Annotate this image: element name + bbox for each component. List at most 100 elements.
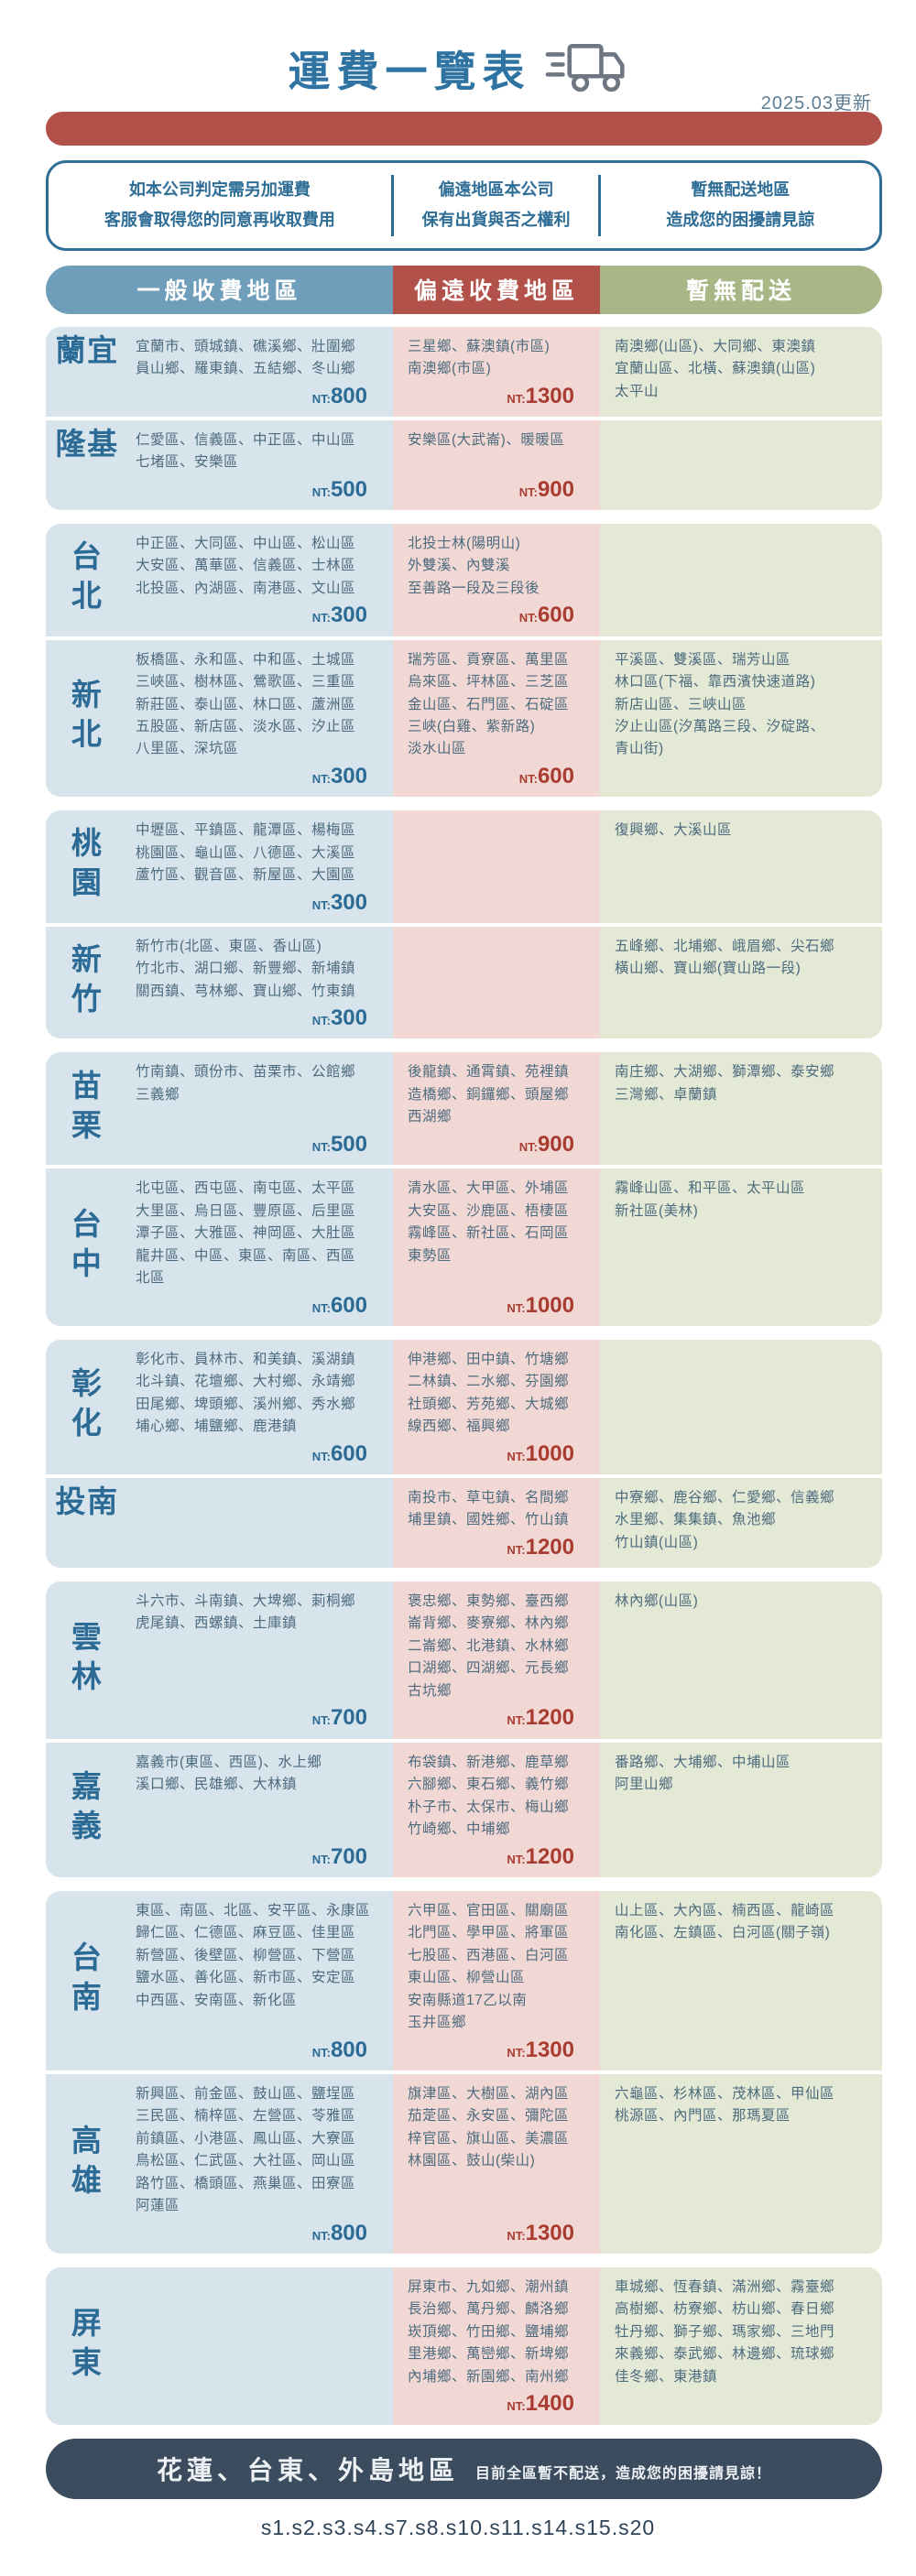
currency-prefix: NT: bbox=[311, 897, 331, 912]
no-delivery-area-list: 車城鄉、恆春鎮、滿洲鄉、霧臺鄉 高樹鄉、枋寮鄉、枋山鄉、春日鄉 牡丹鄉、獅子鄉、… bbox=[615, 2278, 835, 2385]
general-area-list: 中壢區、平鎮區、龍潭區、楊梅區 桃園區、龜山區、八德區、大溪區 蘆竹區、觀音區、… bbox=[136, 822, 356, 884]
currency-prefix: NT: bbox=[311, 391, 331, 406]
currency-prefix: NT: bbox=[311, 484, 331, 499]
remote-price: NT:1300 bbox=[408, 2035, 587, 2063]
remote-price-value: 1200 bbox=[525, 1534, 574, 1560]
remote-price: NT:1200 bbox=[408, 1842, 587, 1870]
region-label-cell: 雲林 bbox=[46, 1581, 121, 1739]
remote-price: NT:1400 bbox=[408, 2388, 587, 2417]
fee-table-row: 宜蘭 宜蘭市、頭城鎮、礁溪鄉、壯圍鄉 員山鄉、羅東鎮、五結鄉、冬山鄉 NT:80… bbox=[46, 326, 882, 417]
general-area-list: 宜蘭市、頭城鎮、礁溪鄉、壯圍鄉 員山鄉、羅東鎮、五結鄉、冬山鄉 bbox=[136, 338, 356, 377]
remote-area-list: 三星鄉、蘇澳鎮(市區) 南澳鄉(市區) bbox=[408, 338, 551, 377]
remote-price-value: 600 bbox=[537, 603, 574, 628]
fee-table-row: 屏東 NT: 屏東市、九如鄉、潮州鎮 長治鄉、萬丹鄉、麟洛鄉 崁頂鄉、竹田鄉、鹽… bbox=[46, 2266, 882, 2425]
region-label-cell: 彰化 bbox=[46, 1339, 121, 1474]
no-delivery-area-list: 霧峰山區、和平區、太平山區 新社區(美林) bbox=[615, 1180, 806, 1219]
general-price: NT:700 bbox=[136, 1842, 380, 1870]
region-label-cell: 新竹 bbox=[46, 926, 121, 1039]
no-delivery-cell bbox=[600, 523, 882, 636]
currency-prefix: NT: bbox=[507, 1300, 526, 1315]
currency-prefix: NT: bbox=[518, 771, 538, 786]
general-price: NT:600 bbox=[136, 1290, 380, 1319]
bottom-code: s1.s2.s3.s4.s7.s8.s10.s11.s14.s15.s20 bbox=[260, 2515, 656, 2539]
fee-table-row: 台中 北屯區、西屯區、南屯區、太平區 大里區、烏日區、豐原區、后里區 潭子區、大… bbox=[46, 1168, 882, 1326]
remote-area-list: 伸港鄉、田中鎮、竹塘鄉 二林鎮、二水鄉、芬園鄉 社頭鄉、芳苑鄉、大城鄉 線西鄉、… bbox=[408, 1351, 570, 1435]
general-area-list: 東區、南區、北區、安平區、永康區 歸仁區、仁德區、麻豆區、佳里區 新營區、後壁區… bbox=[136, 1902, 371, 2008]
remote-area-cell: 後龍鎮、通霄鎮、苑裡鎮 造橋鄉、銅鑼鄉、頭屋鄉 西湖鄉 NT:900 bbox=[393, 1052, 600, 1166]
remote-area-cell: NT: bbox=[393, 810, 600, 923]
remote-price-value: 900 bbox=[537, 476, 574, 502]
page-header: 運費一覽表 bbox=[0, 0, 916, 99]
no-delivery-area-list: 復興鄉、大溪山區 bbox=[615, 822, 733, 839]
general-price-value: 300 bbox=[330, 603, 367, 628]
general-area-cell: 斗六市、斗南鎮、大埤鄉、莿桐鄉 虎尾鎮、西螺鎮、土庫鎮 NT:700 bbox=[121, 1581, 393, 1739]
general-area-cell: 北屯區、西屯區、南屯區、太平區 大里區、烏日區、豐原區、后里區 潭子區、大雅區、… bbox=[121, 1168, 393, 1326]
remote-price-value: 1400 bbox=[525, 2391, 574, 2417]
currency-prefix: NT: bbox=[311, 611, 331, 625]
region-label-cell: 屏東 bbox=[46, 2266, 121, 2425]
region-name: 彰化 bbox=[67, 1367, 102, 1447]
no-delivery-cell: 中寮鄉、鹿谷鄉、仁愛鄉、信義鄉 水里鄉、集集鎮、魚池鄉 竹山鎮(山區) bbox=[600, 1477, 882, 1568]
footer-regions: 花蓮、台東、外島地區 bbox=[156, 2455, 459, 2484]
region-label-cell: 基隆 bbox=[46, 419, 121, 510]
currency-prefix: NT: bbox=[507, 1449, 526, 1463]
general-area-cell: 仁愛區、信義區、中正區、中山區 七堵區、安樂區 NT:500 bbox=[121, 419, 393, 510]
remote-area-cell: 三星鄉、蘇澳鎮(市區) 南澳鄉(市區) NT:1300 bbox=[393, 326, 600, 417]
remote-price: NT:1300 bbox=[408, 381, 587, 409]
remote-price-value: 1200 bbox=[525, 1705, 574, 1731]
region-label-cell: 苗栗 bbox=[46, 1052, 121, 1166]
remote-area-cell: 旗津區、大樹區、湖內區 茄萣區、永安區、彌陀區 梓官區、旗山區、美濃區 林園區、… bbox=[393, 2073, 600, 2254]
fee-table-row: 高雄 新興區、前金區、鼓山區、鹽埕區 三民區、楠梓區、左營區、苓雅區 前鎮區、小… bbox=[46, 2073, 882, 2254]
no-delivery-area-list: 山上區、大內區、楠西區、龍崎區 南化區、左鎮區、白河區(關子嶺) bbox=[615, 1902, 835, 1941]
no-delivery-cell: 南庄鄉、大湖鄉、獅潭鄉、泰安鄉 三灣鄉、卓蘭鎮 bbox=[600, 1052, 882, 1166]
region-name: 苗栗 bbox=[67, 1069, 102, 1148]
remote-price: NT:600 bbox=[408, 761, 587, 789]
remote-price-value: 1300 bbox=[525, 2037, 574, 2062]
region-label-cell: 宜蘭 bbox=[46, 326, 121, 417]
fee-table-row: 台北 中正區、大同區、中山區、松山區 大安區、萬華區、信義區、士林區 北投區、內… bbox=[46, 523, 882, 636]
general-price: NT:800 bbox=[136, 2035, 380, 2063]
truck-icon bbox=[545, 44, 625, 92]
fee-table-row: 新北 板橋區、永和區、中和區、土城區 三峽區、樹林區、鶯歌區、三重區 新莊區、泰… bbox=[46, 639, 882, 798]
region-label-cell: 高雄 bbox=[46, 2073, 121, 2254]
remote-price-value: 1200 bbox=[525, 1843, 574, 1869]
remote-price-value: 1000 bbox=[525, 1440, 574, 1466]
general-price-value: 700 bbox=[330, 1705, 367, 1731]
no-delivery-cell: 林內鄉(山區) bbox=[600, 1581, 882, 1739]
general-area-cell: 新竹市(北區、東區、香山區) 竹北市、湖口鄉、新豐鄉、新埔鎮 關西鎮、芎林鄉、寶… bbox=[121, 926, 393, 1039]
remote-area-list: 褒忠鄉、東勢鄉、臺西鄉 崙背鄉、麥寮鄉、林內鄉 二崙鄉、北港鎮、水林鄉 口湖鄉、… bbox=[408, 1592, 570, 1699]
currency-prefix: NT: bbox=[311, 1449, 331, 1463]
remote-price: NT:900 bbox=[408, 1129, 587, 1158]
general-price: NT:800 bbox=[136, 381, 380, 409]
general-price-value: 300 bbox=[330, 763, 367, 788]
currency-prefix: NT: bbox=[311, 2045, 331, 2060]
no-delivery-cell: 車城鄉、恆春鎮、滿洲鄉、霧臺鄉 高樹鄉、枋寮鄉、枋山鄉、春日鄉 牡丹鄉、獅子鄉、… bbox=[600, 2266, 882, 2425]
general-area-cell: 宜蘭市、頭城鎮、礁溪鄉、壯圍鄉 員山鄉、羅東鎮、五結鄉、冬山鄉 NT:800 bbox=[121, 326, 393, 417]
region-name: 台北 bbox=[67, 540, 102, 620]
no-delivery-cell: 復興鄉、大溪山區 bbox=[600, 810, 882, 923]
remote-area-list: 屏東市、九如鄉、潮州鎮 長治鄉、萬丹鄉、麟洛鄉 崁頂鄉、竹田鄉、鹽埔鄉 里港鄉、… bbox=[408, 2278, 570, 2385]
notice-no-delivery: 暫無配送地區 造成您的困擾請見諒 bbox=[598, 175, 879, 236]
currency-prefix: NT: bbox=[311, 771, 331, 786]
column-headers: 一般收費地區 偏遠收費地區 暫無配送 bbox=[46, 265, 882, 314]
fee-table-row: 苗栗 竹南鎮、頭份市、苗栗市、公館鄉 三義鄉 NT:500 後龍鎮、通霄鎮、苑裡… bbox=[46, 1052, 882, 1166]
region-name: 雲林 bbox=[67, 1620, 102, 1700]
general-price: NT:300 bbox=[136, 761, 380, 789]
general-price: NT:800 bbox=[136, 2218, 380, 2246]
notice-line: 客服會取得您的同意再收取費用 bbox=[104, 211, 335, 230]
header-no-delivery: 暫無配送 bbox=[600, 265, 882, 314]
fee-table: 宜蘭 宜蘭市、頭城鎮、礁溪鄉、壯圍鄉 員山鄉、羅東鎮、五結鄉、冬山鄉 NT:80… bbox=[46, 326, 882, 2425]
remote-area-cell: 六甲區、官田區、關廟區 北門區、學甲區、將軍區 七股區、西港區、白河區 東山區、… bbox=[393, 1890, 600, 2071]
no-delivery-area-list: 林內鄉(山區) bbox=[615, 1592, 699, 1609]
notice-line: 保有出貨與否之權利 bbox=[421, 211, 571, 230]
fee-table-row: 基隆 仁愛區、信義區、中正區、中山區 七堵區、安樂區 NT:500 安樂區(大武… bbox=[46, 419, 882, 510]
region-label-cell: 南投 bbox=[46, 1477, 121, 1568]
currency-prefix: NT: bbox=[311, 1300, 331, 1315]
currency-prefix: NT: bbox=[507, 1542, 526, 1557]
remote-area-list: 安樂區(大武崙)、暖暖區 bbox=[408, 431, 565, 448]
region-label-cell: 桃園 bbox=[46, 810, 121, 923]
header-remote-area: 偏遠收費地區 bbox=[393, 265, 600, 314]
region-label-cell: 嘉義 bbox=[46, 1742, 121, 1877]
fee-table-row: 南投 NT: 南投市、草屯鎮、名間鄉 埔里鎮、國姓鄉、竹山鎮 NT:1200 中… bbox=[46, 1477, 882, 1568]
general-area-list: 北屯區、西屯區、南屯區、太平區 大里區、烏日區、豐原區、后里區 潭子區、大雅區、… bbox=[136, 1180, 356, 1287]
